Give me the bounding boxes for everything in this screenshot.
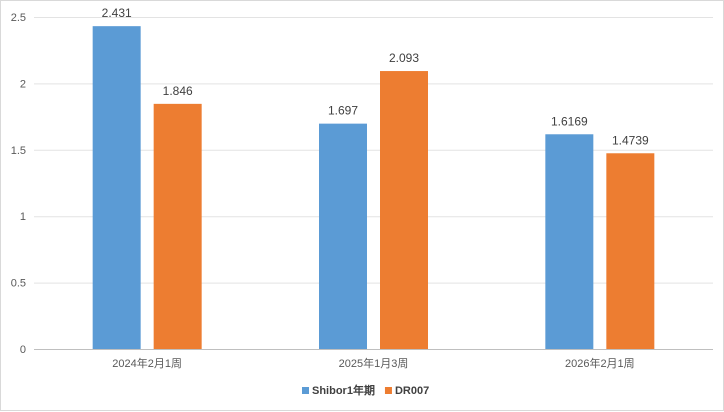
data-label: 1.846 — [163, 84, 193, 98]
bars — [92, 26, 655, 350]
data-label: 1.4739 — [612, 133, 649, 147]
x-axis-ticks: 2024年2月1周 2025年1月3周 2026年2月1周 — [112, 356, 634, 370]
bar-dr007 — [153, 103, 202, 349]
legend-label: DR007 — [395, 385, 429, 397]
legend-swatch — [384, 387, 392, 394]
y-tick-label: 0 — [20, 344, 26, 356]
y-tick-label: 0.5 — [11, 278, 26, 290]
legend-swatch — [302, 387, 309, 394]
bar-shibor — [545, 134, 594, 349]
bar-shibor — [319, 123, 367, 349]
data-label: 1.697 — [328, 104, 358, 118]
data-label: 2.431 — [102, 6, 132, 20]
y-tick-label: 1 — [20, 211, 26, 223]
bar-dr007 — [606, 153, 655, 349]
data-label: 2.093 — [389, 51, 419, 65]
gridlines — [34, 17, 713, 350]
data-labels: 2.431 1.846 1.697 2.093 1.6169 1.4739 — [102, 6, 649, 147]
data-label: 1.6169 — [551, 114, 588, 128]
y-tick-label: 2.5 — [11, 12, 26, 24]
y-axis-ticks: 0 0.5 1 1.5 2 2.5 — [11, 12, 26, 356]
x-tick-label: 2026年2月1周 — [565, 356, 635, 370]
bar-dr007 — [380, 71, 428, 350]
x-tick-label: 2024年2月1周 — [112, 356, 182, 370]
y-tick-label: 2 — [20, 78, 26, 90]
legend: Shibor1年期 DR007 — [302, 383, 429, 397]
y-tick-label: 1.5 — [11, 145, 26, 157]
x-tick-label: 2025年1月3周 — [339, 356, 409, 370]
bar-shibor — [92, 26, 141, 349]
legend-label: Shibor1年期 — [312, 383, 375, 397]
